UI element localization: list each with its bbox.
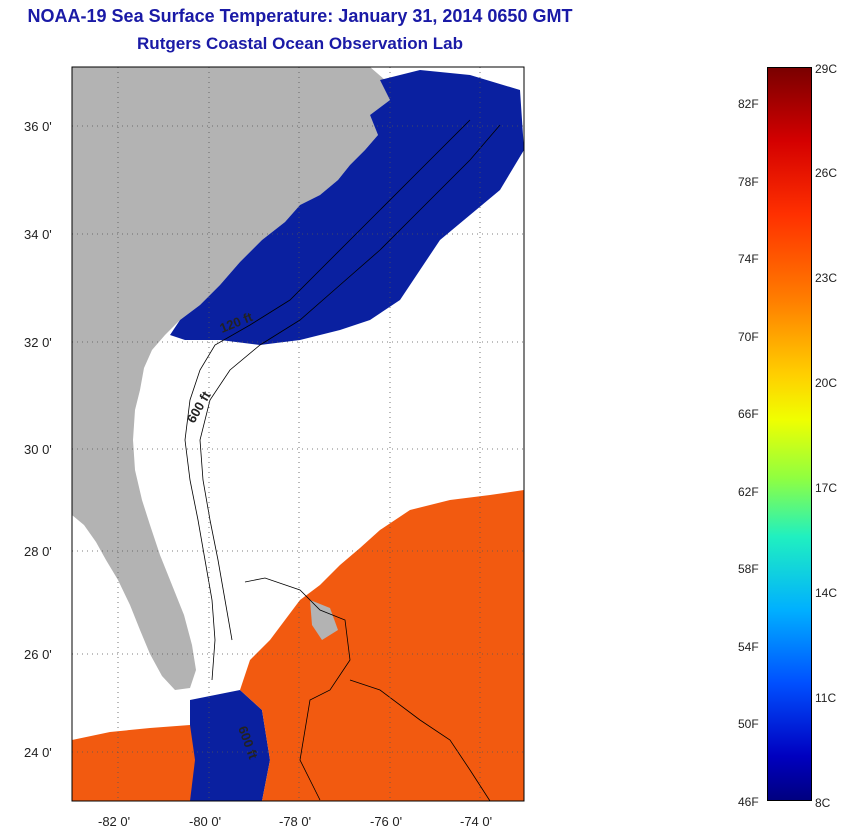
- contour-600ft: [199, 124, 501, 641]
- cb-fahrenheit-label: 54F: [738, 640, 759, 654]
- cold-water: [170, 70, 524, 345]
- warm-water-west: [72, 725, 195, 801]
- cb-fahrenheit-label: 62F: [738, 485, 759, 499]
- cold-water-south: [190, 690, 270, 801]
- lat-tick: 36 0': [24, 119, 52, 134]
- cb-fahrenheit-label: 82F: [738, 97, 759, 111]
- lat-tick: 32 0': [24, 335, 52, 350]
- cb-celsius-label: 20C: [815, 376, 838, 390]
- cb-celsius-label: 26C: [815, 166, 838, 180]
- cb-fahrenheit-label: 50F: [738, 717, 759, 731]
- lat-tick: 34 0': [24, 227, 52, 242]
- contour-bahamas-2: [349, 679, 491, 801]
- contour-bahamas: [244, 577, 351, 801]
- cb-fahrenheit-label: 58F: [738, 562, 759, 576]
- map-subtitle: Rutgers Coastal Ocean Observation Lab: [137, 34, 463, 53]
- land-mass: [72, 67, 390, 690]
- cb-celsius-label: 23C: [815, 271, 838, 285]
- cb-celsius-label: 29C: [815, 62, 838, 76]
- lat-tick: 28 0': [24, 544, 52, 559]
- cb-fahrenheit-label: 78F: [738, 175, 759, 189]
- bahamas-land-2: [310, 600, 338, 640]
- lat-tick: 24 0': [24, 745, 52, 760]
- lat-tick: 30 0': [24, 442, 52, 457]
- map-title: NOAA-19 Sea Surface Temperature: January…: [27, 6, 573, 26]
- cb-celsius-label: 17C: [815, 481, 838, 495]
- cb-fahrenheit-label: 46F: [738, 795, 759, 809]
- lat-tick: 26 0': [24, 647, 52, 662]
- contour-120ft: [184, 119, 471, 681]
- lon-tick: -82 0': [98, 814, 130, 829]
- cb-fahrenheit-label: 74F: [738, 252, 759, 266]
- lon-tick: -78 0': [279, 814, 311, 829]
- colorbar: [767, 67, 812, 801]
- cb-celsius-label: 8C: [815, 796, 831, 810]
- lon-tick: -80 0': [189, 814, 221, 829]
- lon-tick: -76 0': [370, 814, 402, 829]
- cb-fahrenheit-label: 66F: [738, 407, 759, 421]
- cb-celsius-label: 14C: [815, 586, 838, 600]
- cb-fahrenheit-label: 70F: [738, 330, 759, 344]
- cb-celsius-label: 11C: [815, 691, 837, 705]
- grid-lines: [72, 67, 524, 801]
- map-border: [71, 66, 525, 802]
- lon-tick: -74 0': [460, 814, 492, 829]
- warm-water: [240, 490, 524, 801]
